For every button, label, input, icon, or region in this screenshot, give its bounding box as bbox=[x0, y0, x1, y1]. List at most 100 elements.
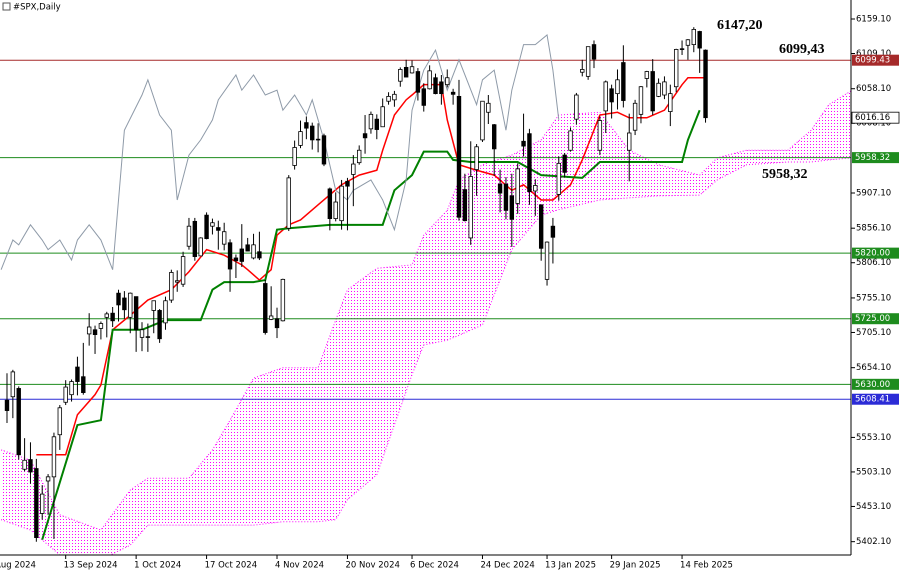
last-price-box bbox=[851, 111, 900, 124]
candle-body bbox=[550, 225, 556, 238]
plot-area bbox=[0, 27, 851, 555]
candle-body bbox=[562, 154, 567, 173]
candle-body bbox=[81, 376, 86, 394]
candle-body bbox=[527, 133, 532, 193]
level-label: 5608.41 bbox=[855, 395, 890, 405]
candle-body bbox=[268, 315, 274, 320]
candle-body bbox=[98, 323, 104, 329]
title-icon bbox=[2, 2, 11, 11]
candle-body bbox=[650, 71, 655, 112]
candle-body bbox=[198, 237, 203, 257]
candle-body bbox=[69, 381, 74, 396]
candle-body bbox=[286, 177, 291, 229]
candle-body bbox=[257, 251, 262, 259]
candle-body bbox=[204, 214, 209, 240]
candle-body bbox=[673, 49, 679, 88]
candle-body bbox=[45, 476, 51, 482]
candle-body bbox=[351, 163, 356, 175]
candle-body bbox=[456, 95, 462, 218]
y-tick-label: 6159.10 bbox=[856, 14, 891, 24]
candle-body bbox=[533, 185, 538, 192]
candle-body bbox=[703, 49, 708, 119]
candle-body bbox=[128, 292, 133, 318]
candle-body bbox=[75, 366, 80, 382]
candle-body bbox=[480, 100, 485, 141]
candle-body bbox=[521, 140, 526, 147]
candle-body bbox=[544, 241, 550, 280]
candle-body bbox=[374, 118, 380, 130]
y-tick-label: 5907.10 bbox=[856, 188, 891, 198]
candle-body bbox=[292, 147, 297, 166]
x-tick-label: 20 Nov 2024 bbox=[345, 561, 399, 571]
candle-body bbox=[392, 93, 397, 101]
candle-body bbox=[632, 102, 638, 131]
candle-body bbox=[679, 48, 685, 50]
candle-body bbox=[538, 204, 544, 249]
level-label: 5725.00 bbox=[855, 314, 890, 324]
candle-body bbox=[321, 135, 327, 165]
candle-body bbox=[57, 407, 63, 436]
candle-body bbox=[656, 82, 661, 97]
candle-body bbox=[34, 468, 39, 539]
y-tick-label: 5856.10 bbox=[856, 224, 891, 234]
candle-body bbox=[310, 125, 315, 141]
candle-body bbox=[362, 133, 368, 139]
x-tick-label: 13 Jan 2025 bbox=[545, 561, 596, 571]
candle-body bbox=[574, 94, 579, 120]
candle-body bbox=[603, 81, 608, 112]
candle-body bbox=[585, 46, 591, 77]
annotation: 5958,32 bbox=[762, 167, 808, 182]
candle-body bbox=[180, 256, 186, 285]
x-tick-label: 17 Oct 2024 bbox=[205, 561, 258, 571]
candle-body bbox=[210, 222, 215, 227]
candle-body bbox=[580, 69, 585, 73]
candle-body bbox=[474, 146, 479, 170]
candle-body bbox=[304, 122, 309, 129]
candle-body bbox=[86, 326, 92, 335]
x-tick-label: 13 Sep 2024 bbox=[64, 561, 118, 571]
indicator-line bbox=[0, 34, 560, 270]
y-tick-label: 6109.10 bbox=[856, 49, 891, 59]
candle-body bbox=[175, 280, 180, 283]
candle-body bbox=[421, 88, 426, 106]
candle-body bbox=[409, 66, 415, 74]
candle-body bbox=[245, 244, 250, 252]
x-tick-label: 23 Aug 2024 bbox=[0, 561, 36, 571]
candle-body bbox=[104, 313, 109, 318]
candle-body bbox=[221, 231, 227, 245]
candle-body bbox=[433, 77, 438, 95]
x-tick-label: 4 Nov 2024 bbox=[275, 561, 324, 571]
candle-body bbox=[63, 386, 68, 403]
candle-body bbox=[186, 225, 192, 247]
annotation: 6147,20 bbox=[717, 18, 763, 33]
x-tick-label: 1 Oct 2024 bbox=[134, 561, 181, 571]
candle-body bbox=[398, 69, 403, 82]
candle-body bbox=[40, 493, 45, 514]
candle-body bbox=[492, 124, 497, 150]
candle-body bbox=[163, 300, 168, 324]
candle-body bbox=[685, 39, 691, 46]
candle-body bbox=[233, 257, 239, 262]
y-tick-label: 5503.10 bbox=[856, 467, 891, 477]
x-tick-label: 14 Feb 2025 bbox=[680, 561, 733, 571]
candle-body bbox=[503, 183, 509, 211]
candle-body bbox=[16, 388, 21, 456]
candle-body bbox=[468, 176, 473, 239]
candle-body bbox=[274, 318, 280, 329]
candle-body bbox=[227, 242, 233, 270]
level-label-box bbox=[852, 393, 899, 405]
cloud-fill bbox=[1, 90, 851, 555]
candle-body bbox=[280, 278, 286, 322]
level-label: 5630.00 bbox=[855, 380, 890, 390]
candle-body bbox=[110, 312, 115, 322]
candle-body bbox=[51, 436, 57, 478]
level-label-box bbox=[852, 54, 899, 66]
candle-body bbox=[644, 71, 650, 79]
x-tick-label: 29 Jan 2025 bbox=[610, 561, 661, 571]
candle-body bbox=[691, 29, 696, 46]
candle-body bbox=[427, 70, 432, 90]
annotation: 6099,43 bbox=[779, 42, 825, 57]
candle-body bbox=[133, 296, 139, 331]
candle-body bbox=[439, 81, 444, 95]
candle-body bbox=[627, 132, 632, 151]
